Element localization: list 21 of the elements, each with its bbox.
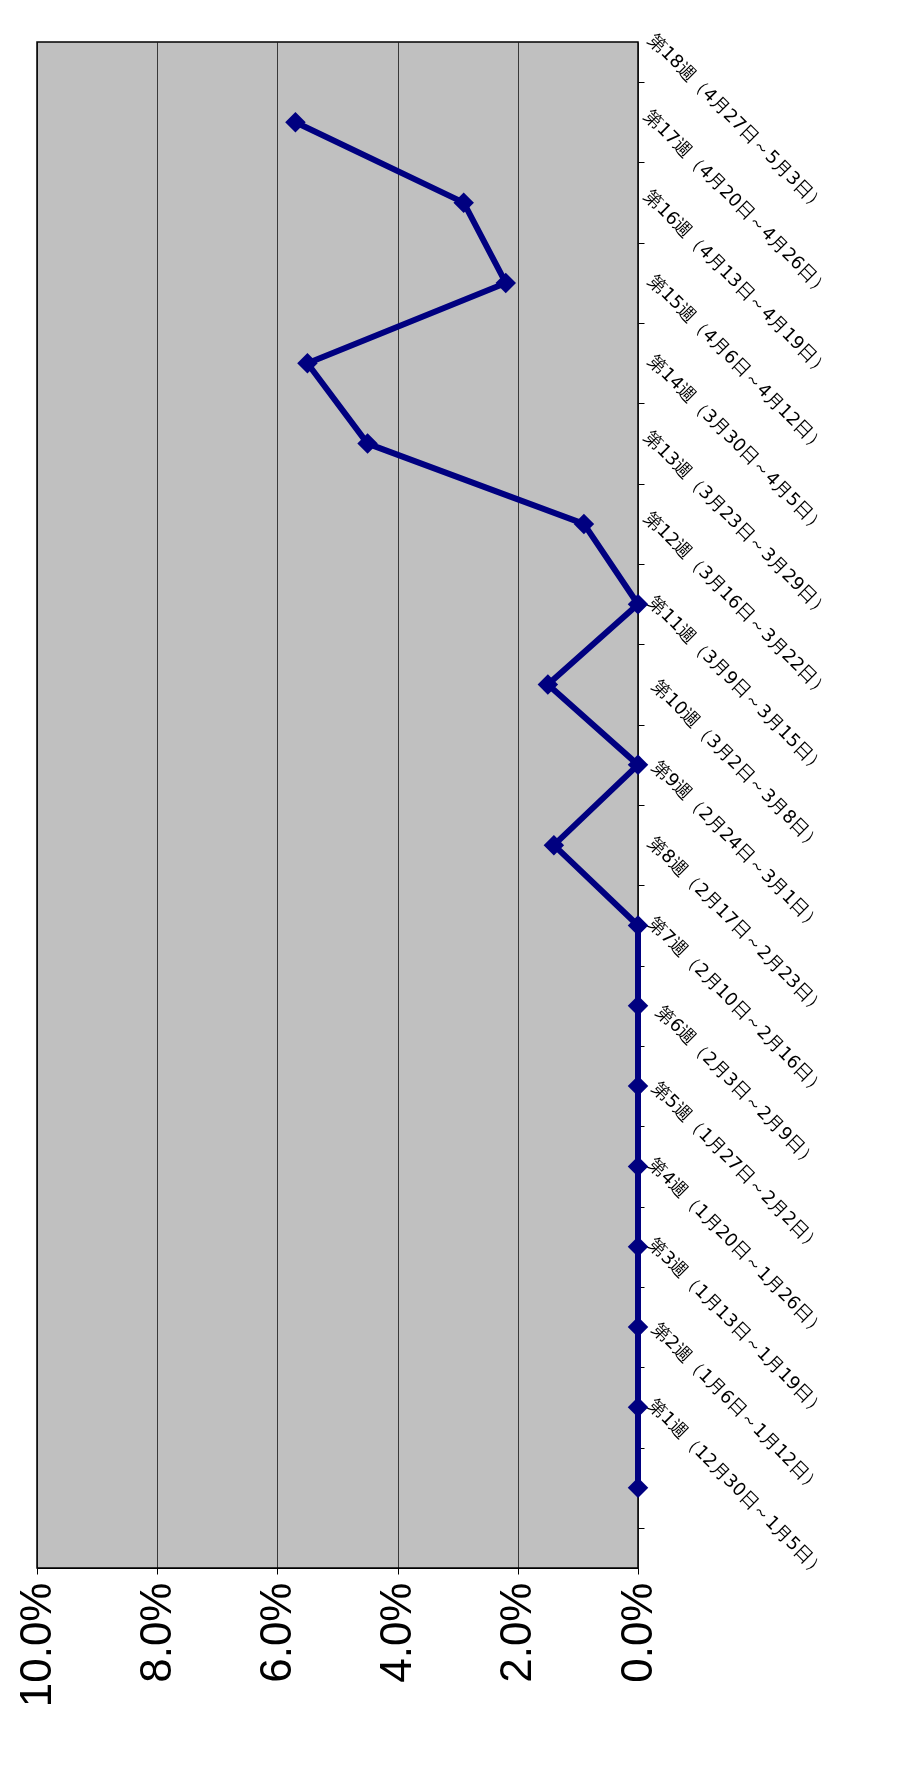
x-tick-label: 10.0% bbox=[10, 1582, 60, 1708]
x-tick-label: 0.0% bbox=[611, 1582, 661, 1683]
point bbox=[357, 433, 378, 454]
point bbox=[297, 353, 318, 374]
point bbox=[453, 192, 474, 213]
x-tick-label: 6.0% bbox=[250, 1582, 300, 1683]
point bbox=[627, 1316, 649, 1338]
point bbox=[495, 272, 517, 294]
x-tick-label: 8.0% bbox=[130, 1582, 180, 1683]
point bbox=[627, 754, 649, 776]
point bbox=[627, 1075, 649, 1097]
point bbox=[627, 1477, 649, 1498]
point bbox=[543, 834, 565, 856]
point bbox=[627, 1156, 649, 1177]
point bbox=[285, 112, 306, 133]
point bbox=[627, 1236, 649, 1257]
point bbox=[573, 513, 595, 535]
point bbox=[537, 674, 559, 695]
x-tick-label: 4.0% bbox=[371, 1582, 421, 1683]
point bbox=[627, 915, 649, 936]
x-tick-label: 2.0% bbox=[491, 1582, 541, 1683]
